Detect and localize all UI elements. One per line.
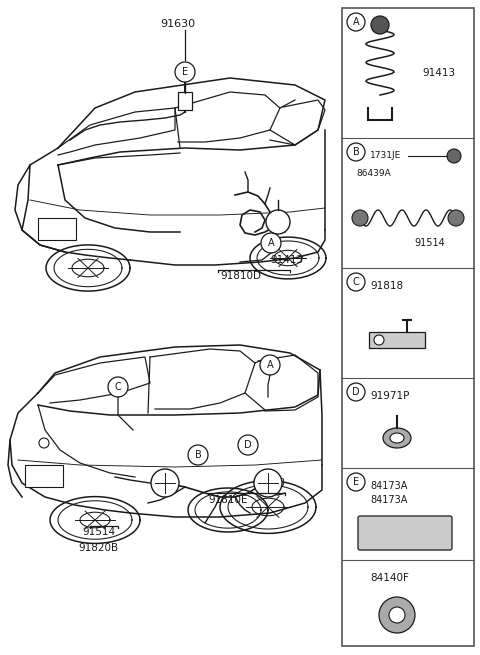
Text: A: A — [267, 360, 273, 370]
Text: 84140F: 84140F — [370, 573, 409, 583]
Text: A: A — [353, 17, 360, 27]
Ellipse shape — [390, 433, 404, 443]
Text: 91810D: 91810D — [220, 271, 261, 281]
Circle shape — [379, 597, 415, 633]
Text: 91413: 91413 — [252, 478, 285, 488]
Text: 91413: 91413 — [422, 68, 455, 78]
Text: 1731JE: 1731JE — [370, 151, 401, 160]
Bar — [178, 92, 192, 110]
Circle shape — [447, 149, 461, 163]
Circle shape — [108, 377, 128, 397]
Text: 91413: 91413 — [270, 255, 303, 265]
Text: 91514: 91514 — [82, 527, 115, 537]
Circle shape — [261, 233, 281, 253]
Circle shape — [254, 469, 282, 497]
Circle shape — [39, 438, 49, 448]
Text: D: D — [352, 387, 360, 397]
Text: D: D — [244, 440, 252, 450]
Circle shape — [352, 210, 368, 226]
Circle shape — [188, 445, 208, 465]
Circle shape — [260, 355, 280, 375]
Text: 84173A: 84173A — [370, 481, 408, 491]
Text: E: E — [182, 67, 188, 77]
Text: 91630: 91630 — [160, 19, 195, 29]
Circle shape — [347, 13, 365, 31]
Bar — [38, 218, 76, 240]
Bar — [369, 332, 425, 348]
Circle shape — [389, 607, 405, 623]
Circle shape — [347, 143, 365, 161]
Text: C: C — [353, 277, 360, 287]
Text: 86439A: 86439A — [356, 168, 391, 178]
Circle shape — [151, 469, 179, 497]
Text: 91810E: 91810E — [208, 495, 248, 505]
Circle shape — [371, 16, 389, 34]
Circle shape — [448, 210, 464, 226]
Ellipse shape — [383, 428, 411, 448]
Text: A: A — [268, 238, 274, 248]
Circle shape — [347, 473, 365, 491]
Text: C: C — [115, 382, 121, 392]
Text: B: B — [353, 147, 360, 157]
Circle shape — [347, 273, 365, 291]
Circle shape — [266, 210, 290, 234]
Circle shape — [374, 335, 384, 345]
Text: E: E — [353, 477, 359, 487]
Text: 91971P: 91971P — [370, 391, 409, 401]
FancyBboxPatch shape — [358, 516, 452, 550]
Text: 91818: 91818 — [370, 281, 403, 291]
Text: 84173A: 84173A — [370, 495, 408, 505]
Bar — [342, 8, 474, 646]
Circle shape — [347, 383, 365, 401]
Text: 91514: 91514 — [414, 238, 445, 248]
Text: 91820B: 91820B — [78, 543, 118, 553]
Text: B: B — [194, 450, 202, 460]
Circle shape — [175, 62, 195, 82]
Bar — [25, 465, 63, 487]
Circle shape — [238, 435, 258, 455]
